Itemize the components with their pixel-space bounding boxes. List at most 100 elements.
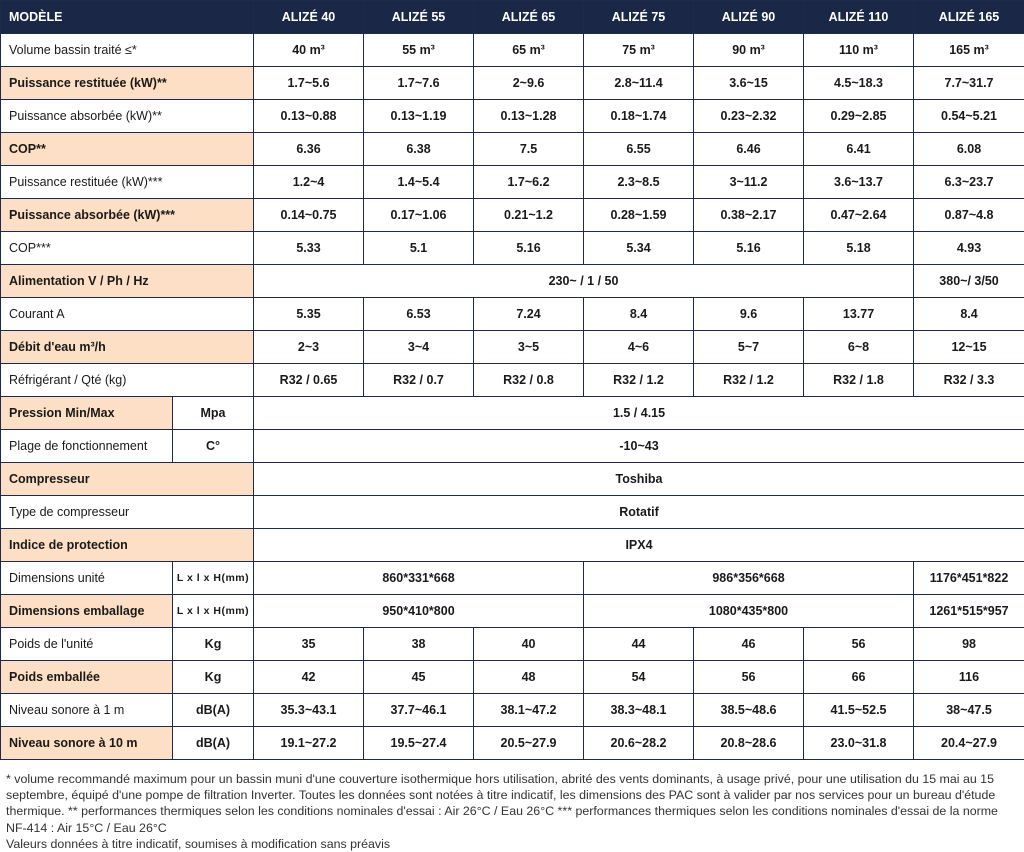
row-cop-nominal: COP** 6.36 6.38 7.5 6.55 6.46 6.41 6.08 <box>1 133 1024 166</box>
model-header-alize-110: ALIZÉ 110 <box>804 1 914 34</box>
cell-value: 45 <box>364 661 474 694</box>
cell-value: 380~/ 3/50 <box>914 265 1024 298</box>
cell-value: 38.3~48.1 <box>584 694 694 727</box>
row-label: Puissance absorbée (kW)** <box>1 100 254 133</box>
model-header-alize-75: ALIZÉ 75 <box>584 1 694 34</box>
cell-value: 6~8 <box>804 331 914 364</box>
row-volume: Volume bassin traité ≤* 40 m³ 55 m³ 65 m… <box>1 34 1024 67</box>
cell-value: 5.16 <box>694 232 804 265</box>
model-header-alize-40: ALIZÉ 40 <box>254 1 364 34</box>
row-label: Puissance restituée (kW)*** <box>1 166 254 199</box>
cell-value: 13.77 <box>804 298 914 331</box>
row-label: Plage de fonctionnement <box>1 430 173 463</box>
cell-value: 44 <box>584 628 694 661</box>
row-label: COP*** <box>1 232 254 265</box>
cell-value: 42 <box>254 661 364 694</box>
cell-value: 2~9.6 <box>474 67 584 100</box>
cell-value: 1.7~6.2 <box>474 166 584 199</box>
cell-value: 5.18 <box>804 232 914 265</box>
cell-value: 0.13~1.28 <box>474 100 584 133</box>
cell-value: 5.16 <box>474 232 584 265</box>
row-type-compresseur: Type de compresseur Rotatif <box>1 496 1024 529</box>
cell-value: R32 / 0.8 <box>474 364 584 397</box>
cell-value: 65 m³ <box>474 34 584 67</box>
cell-value: R32 / 3.3 <box>914 364 1024 397</box>
cell-value: 7.24 <box>474 298 584 331</box>
cell-value: 0.21~1.2 <box>474 199 584 232</box>
cell-value: R32 / 1.8 <box>804 364 914 397</box>
cell-value: 38.1~47.2 <box>474 694 584 727</box>
cell-value: 6.41 <box>804 133 914 166</box>
cell-value: 38~47.5 <box>914 694 1024 727</box>
unit-cell: C° <box>173 430 254 463</box>
unit-cell: dB(A) <box>173 727 254 760</box>
model-header-alize-65: ALIZÉ 65 <box>474 1 584 34</box>
cell-value: Rotatif <box>254 496 1024 529</box>
cell-value: 20.8~28.6 <box>694 727 804 760</box>
cell-value: 1176*451*822 <box>914 562 1024 595</box>
cell-value: 5~7 <box>694 331 804 364</box>
cell-value: 0.28~1.59 <box>584 199 694 232</box>
cell-value: 3~4 <box>364 331 474 364</box>
footnotes: * volume recommandé maximum pour un bass… <box>6 771 1018 852</box>
cell-value: 0.13~0.88 <box>254 100 364 133</box>
row-niveau-sonore-1m: Niveau sonore à 1 m dB(A) 35.3~43.1 37.7… <box>1 694 1024 727</box>
cell-value: 1.7~5.6 <box>254 67 364 100</box>
row-label: Réfrigérant / Qté (kg) <box>1 364 254 397</box>
cell-value: 98 <box>914 628 1024 661</box>
cell-value: 3~11.2 <box>694 166 804 199</box>
row-label: Puissance restituée (kW)** <box>1 67 254 100</box>
row-protection: Indice de protection IPX4 <box>1 529 1024 562</box>
cell-value: 0.23~2.32 <box>694 100 804 133</box>
cell-value: 1261*515*957 <box>914 595 1024 628</box>
cell-value: 9.6 <box>694 298 804 331</box>
cell-value: -10~43 <box>254 430 1024 463</box>
unit-cell: Kg <box>173 628 254 661</box>
row-cop-nf414: COP*** 5.33 5.1 5.16 5.34 5.16 5.18 4.93 <box>1 232 1024 265</box>
cell-value: IPX4 <box>254 529 1024 562</box>
cell-value: 54 <box>584 661 694 694</box>
cell-value: 41.5~52.5 <box>804 694 914 727</box>
cell-value: 0.18~1.74 <box>584 100 694 133</box>
cell-value: 20.4~27.9 <box>914 727 1024 760</box>
cell-value: 0.29~2.85 <box>804 100 914 133</box>
row-debit: Débit d'eau m³/h 2~3 3~4 3~5 4~6 5~7 6~8… <box>1 331 1024 364</box>
cell-value: 0.14~0.75 <box>254 199 364 232</box>
cell-value: 7.7~31.7 <box>914 67 1024 100</box>
row-puissance-absorbee-nf414: Puissance absorbée (kW)*** 0.14~0.75 0.1… <box>1 199 1024 232</box>
row-label: Poids emballée <box>1 661 173 694</box>
cell-value: 1.2~4 <box>254 166 364 199</box>
footnote-disclaimer: Valeurs données à titre indicatif, soumi… <box>6 836 1018 852</box>
cell-value: 3.6~13.7 <box>804 166 914 199</box>
cell-value: 0.17~1.06 <box>364 199 474 232</box>
cell-value: R32 / 1.2 <box>584 364 694 397</box>
row-puissance-absorbee-nominal: Puissance absorbée (kW)** 0.13~0.88 0.13… <box>1 100 1024 133</box>
cell-value: 5.35 <box>254 298 364 331</box>
cell-value: 6.08 <box>914 133 1024 166</box>
row-label: Puissance absorbée (kW)*** <box>1 199 254 232</box>
cell-value: 2~3 <box>254 331 364 364</box>
spec-table: MODÈLE ALIZÉ 40 ALIZÉ 55 ALIZÉ 65 ALIZÉ … <box>0 0 1024 760</box>
cell-value: 19.1~27.2 <box>254 727 364 760</box>
row-label: Indice de protection <box>1 529 254 562</box>
cell-value: 1.4~5.4 <box>364 166 474 199</box>
cell-value: R32 / 0.65 <box>254 364 364 397</box>
cell-value: 0.47~2.64 <box>804 199 914 232</box>
row-label: Niveau sonore à 1 m <box>1 694 173 727</box>
row-label: Pression Min/Max <box>1 397 173 430</box>
cell-value: 4~6 <box>584 331 694 364</box>
cell-value: 6.36 <box>254 133 364 166</box>
row-alimentation: Alimentation V / Ph / Hz 230~ / 1 / 50 3… <box>1 265 1024 298</box>
cell-value: 230~ / 1 / 50 <box>254 265 914 298</box>
cell-value: 19.5~27.4 <box>364 727 474 760</box>
cell-value: 7.5 <box>474 133 584 166</box>
cell-value: 8.4 <box>914 298 1024 331</box>
row-niveau-sonore-10m: Niveau sonore à 10 m dB(A) 19.1~27.2 19.… <box>1 727 1024 760</box>
cell-value: 66 <box>804 661 914 694</box>
row-label: Volume bassin traité ≤* <box>1 34 254 67</box>
cell-value: 116 <box>914 661 1024 694</box>
unit-cell: L x l x H(mm) <box>173 562 254 595</box>
row-dimensions-emballage: Dimensions emballage L x l x H(mm) 950*4… <box>1 595 1024 628</box>
cell-value: 40 <box>474 628 584 661</box>
cell-value: 3.6~15 <box>694 67 804 100</box>
